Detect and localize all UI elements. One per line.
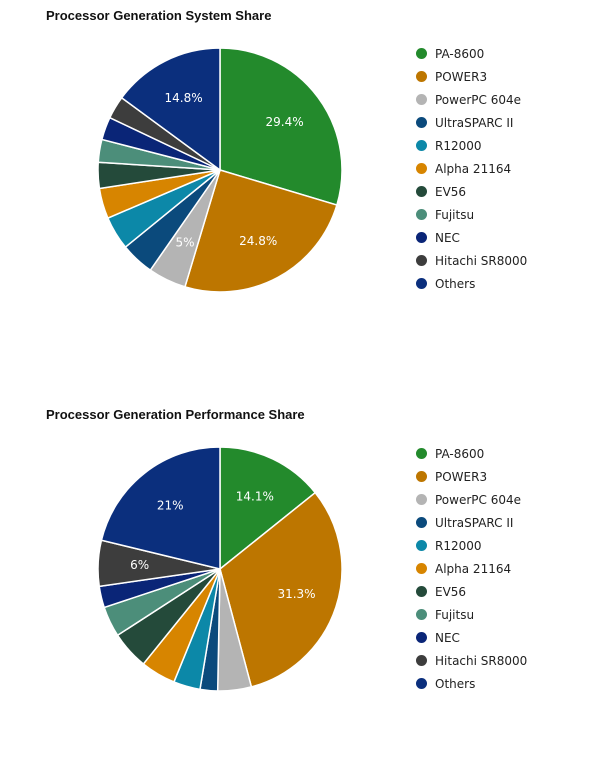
- legend-label: R12000: [435, 538, 482, 553]
- legend-item[interactable]: NEC: [416, 626, 527, 649]
- pie-slice-others: [100, 446, 221, 570]
- chart-title: Processor Generation Performance Share: [46, 407, 305, 422]
- legend-swatch: [416, 140, 427, 151]
- legend-item[interactable]: PA-8600: [416, 442, 527, 465]
- legend-swatch: [416, 163, 427, 174]
- legend-swatch: [416, 494, 427, 505]
- legend-swatch: [416, 540, 427, 551]
- legend-label: Alpha 21164: [435, 561, 512, 576]
- legend-swatch: [416, 563, 427, 574]
- legend-label: Alpha 21164: [435, 161, 512, 176]
- legend-swatch: [416, 278, 427, 289]
- performance-share-pie: 14.1% 31.3% 6% 21%: [97, 446, 343, 692]
- legend-swatch: [416, 632, 427, 643]
- chart-title: Processor Generation System Share: [46, 8, 272, 23]
- legend-label: Fujitsu: [435, 607, 475, 622]
- legend-label: Hitachi SR8000: [435, 653, 528, 668]
- legend-label: NEC: [435, 630, 460, 645]
- legend-label: EV56: [435, 584, 467, 599]
- legend-swatch: [416, 678, 427, 689]
- legend-label: Hitachi SR8000: [435, 253, 528, 268]
- legend-item[interactable]: Hitachi SR8000: [416, 649, 527, 672]
- legend-item[interactable]: R12000: [416, 134, 527, 157]
- legend-item[interactable]: Fujitsu: [416, 603, 527, 626]
- legend-label: Fujitsu: [435, 207, 475, 222]
- legend-item[interactable]: R12000: [416, 534, 527, 557]
- performance-share-panel: Processor Generation Performance Share 1…: [0, 407, 590, 767]
- legend-label: R12000: [435, 138, 482, 153]
- legend-item[interactable]: Others: [416, 672, 527, 695]
- legend-swatch: [416, 94, 427, 105]
- system-share-legend: PA-8600 POWER3 PowerPC 604e UltraSPARC II R1…: [416, 42, 527, 295]
- legend-item[interactable]: EV56: [416, 580, 527, 603]
- legend-label: EV56: [435, 184, 467, 199]
- legend-item[interactable]: POWER3: [416, 65, 527, 88]
- performance-share-legend: PA-8600 POWER3 PowerPC 604e UltraSPARC II R1…: [416, 442, 527, 695]
- legend-item[interactable]: Alpha 21164: [416, 557, 527, 580]
- pie-slice-power3: [219, 491, 343, 688]
- slice-data-label: 14.8%: [165, 91, 203, 105]
- legend-label: UltraSPARC II: [435, 515, 514, 530]
- legend-swatch: [416, 609, 427, 620]
- legend-swatch: [416, 48, 427, 59]
- legend-item[interactable]: PowerPC 604e: [416, 88, 527, 111]
- system-share-pie: 29.4% 24.8% 5% 14.8%: [97, 47, 343, 293]
- legend-label: POWER3: [435, 469, 488, 484]
- legend-item[interactable]: Alpha 21164: [416, 157, 527, 180]
- legend-item[interactable]: POWER3: [416, 465, 527, 488]
- legend-swatch: [416, 209, 427, 220]
- legend-swatch: [416, 255, 427, 266]
- legend-item[interactable]: UltraSPARC II: [416, 511, 527, 534]
- legend-item[interactable]: NEC: [416, 226, 527, 249]
- legend-label: PowerPC 604e: [435, 92, 521, 107]
- slice-data-label: 21%: [157, 499, 184, 513]
- pie-slice-power3: [184, 169, 338, 293]
- legend-label: NEC: [435, 230, 460, 245]
- legend-swatch: [416, 117, 427, 128]
- legend-label: Others: [435, 276, 476, 291]
- legend-swatch: [416, 186, 427, 197]
- slice-data-label: 5%: [175, 236, 194, 250]
- pie-slice-pa-8600: [219, 47, 343, 206]
- legend-item[interactable]: UltraSPARC II: [416, 111, 527, 134]
- legend-swatch: [416, 586, 427, 597]
- slice-data-label: 31.3%: [277, 587, 315, 601]
- legend-label: PowerPC 604e: [435, 492, 521, 507]
- slice-data-label: 24.8%: [239, 234, 277, 248]
- slice-data-label: 6%: [130, 558, 149, 572]
- legend-item[interactable]: PA-8600: [416, 42, 527, 65]
- legend-label: PA-8600: [435, 446, 485, 461]
- legend-swatch: [416, 448, 427, 459]
- legend-swatch: [416, 471, 427, 482]
- legend-item[interactable]: Hitachi SR8000: [416, 249, 527, 272]
- legend-swatch: [416, 655, 427, 666]
- legend-item[interactable]: EV56: [416, 180, 527, 203]
- legend-label: POWER3: [435, 69, 488, 84]
- legend-item[interactable]: PowerPC 604e: [416, 488, 527, 511]
- legend-swatch: [416, 517, 427, 528]
- slice-data-label: 14.1%: [236, 489, 274, 503]
- legend-swatch: [416, 232, 427, 243]
- legend-swatch: [416, 71, 427, 82]
- slice-data-label: 29.4%: [266, 115, 304, 129]
- legend-item[interactable]: Others: [416, 272, 527, 295]
- system-share-panel: Processor Generation System Share 29.4% 2…: [0, 8, 590, 368]
- legend-label: UltraSPARC II: [435, 115, 514, 130]
- legend-label: Others: [435, 676, 476, 691]
- legend-item[interactable]: Fujitsu: [416, 203, 527, 226]
- legend-label: PA-8600: [435, 46, 485, 61]
- pie-slice-pa-8600: [219, 446, 317, 571]
- pie-slice-others: [120, 47, 221, 172]
